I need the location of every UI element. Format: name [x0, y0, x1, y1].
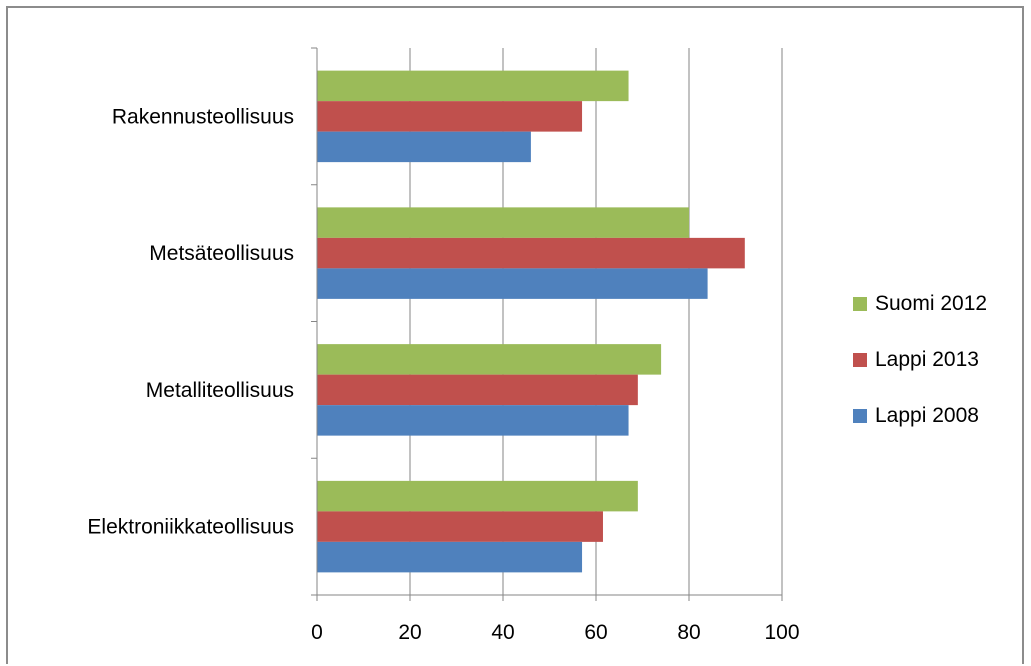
x-tick-label: 80	[677, 621, 700, 644]
axis-labels: Rakennusteollisuus Metsäteollisuus Metalli…	[87, 105, 799, 644]
legend: Suomi 2012 Lappi 2013 Lappi 2008	[853, 276, 987, 444]
bar	[317, 541, 583, 573]
x-tick-label: 100	[764, 621, 799, 644]
legend-label: Suomi 2012	[875, 292, 988, 315]
bar	[317, 70, 629, 102]
legend-item-lappi-2008: Lappi 2008	[853, 388, 987, 444]
bar	[317, 268, 708, 299]
x-tick-label: 20	[398, 621, 421, 644]
chart-frame: Rakennusteollisuus Metsäteollisuus Metalli…	[6, 6, 1024, 664]
legend-item-lappi-2013: Lappi 2013	[853, 332, 987, 388]
bars	[317, 70, 745, 573]
bar-chart: Rakennusteollisuus Metsäteollisuus Metalli…	[87, 47, 800, 644]
bar	[317, 131, 531, 163]
bar	[317, 237, 745, 269]
bar	[317, 511, 603, 542]
bar	[317, 480, 638, 512]
legend-swatch	[853, 409, 867, 423]
legend-label: Lappi 2008	[875, 404, 979, 427]
axes	[311, 47, 783, 601]
x-tick-label: 60	[584, 621, 607, 644]
legend-label: Lappi 2013	[875, 348, 979, 371]
x-tick-label: 0	[311, 621, 323, 644]
legend-item-suomi-2012: Suomi 2012	[853, 276, 987, 332]
bar	[317, 405, 629, 436]
category-label: Elektroniikkateollisuus	[87, 516, 294, 539]
bar	[317, 344, 662, 375]
category-label: Metsäteollisuus	[149, 242, 294, 265]
bar	[317, 207, 689, 238]
bar	[317, 101, 583, 132]
x-tick-label: 40	[491, 621, 514, 644]
legend-swatch	[853, 353, 867, 367]
bar	[317, 374, 638, 406]
category-label: Metalliteollisuus	[146, 379, 294, 402]
legend-swatch	[853, 297, 867, 311]
category-label: Rakennusteollisuus	[112, 105, 294, 128]
